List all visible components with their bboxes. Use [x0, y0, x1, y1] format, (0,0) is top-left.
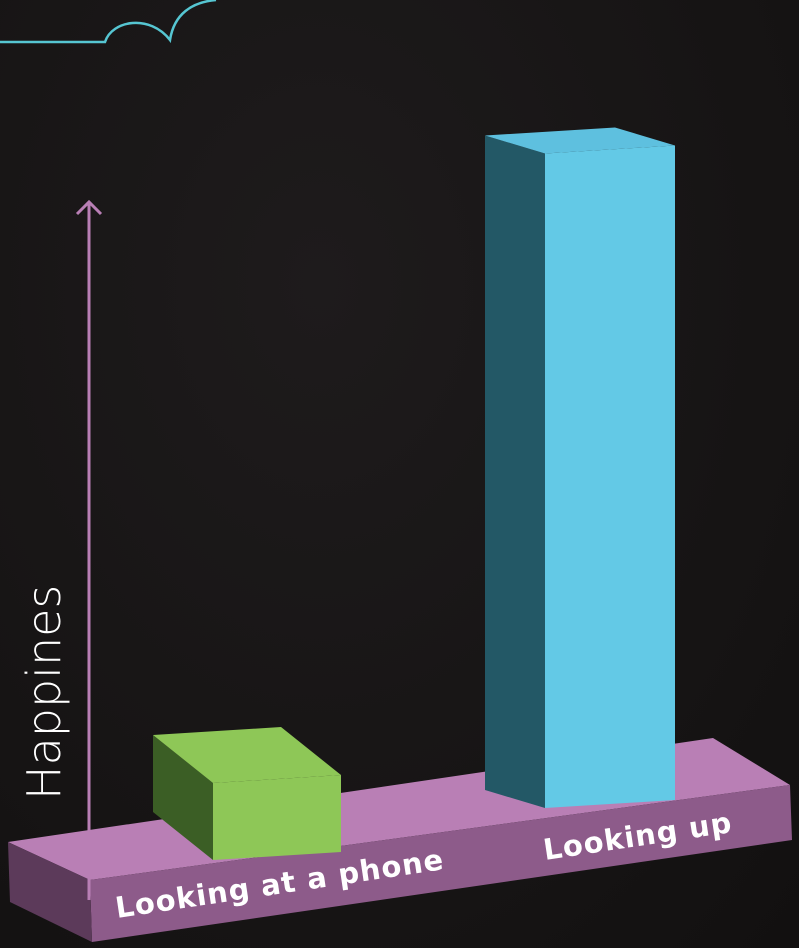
bar-up-front — [545, 145, 675, 808]
cloud-decoration — [0, 0, 217, 44]
bar-looking-at-a-phone — [153, 727, 341, 860]
bar-phone-side — [153, 735, 213, 860]
bar-phone-front — [213, 775, 341, 860]
platform-front — [90, 785, 792, 942]
bar-looking-up — [485, 127, 675, 808]
bar-phone-top — [153, 727, 341, 783]
y-axis-arrowhead — [75, 199, 103, 216]
platform-left — [8, 842, 92, 942]
bar-up-top — [485, 127, 675, 154]
bar-up-side — [485, 135, 545, 808]
y-axis-title: Happines — [17, 585, 71, 800]
